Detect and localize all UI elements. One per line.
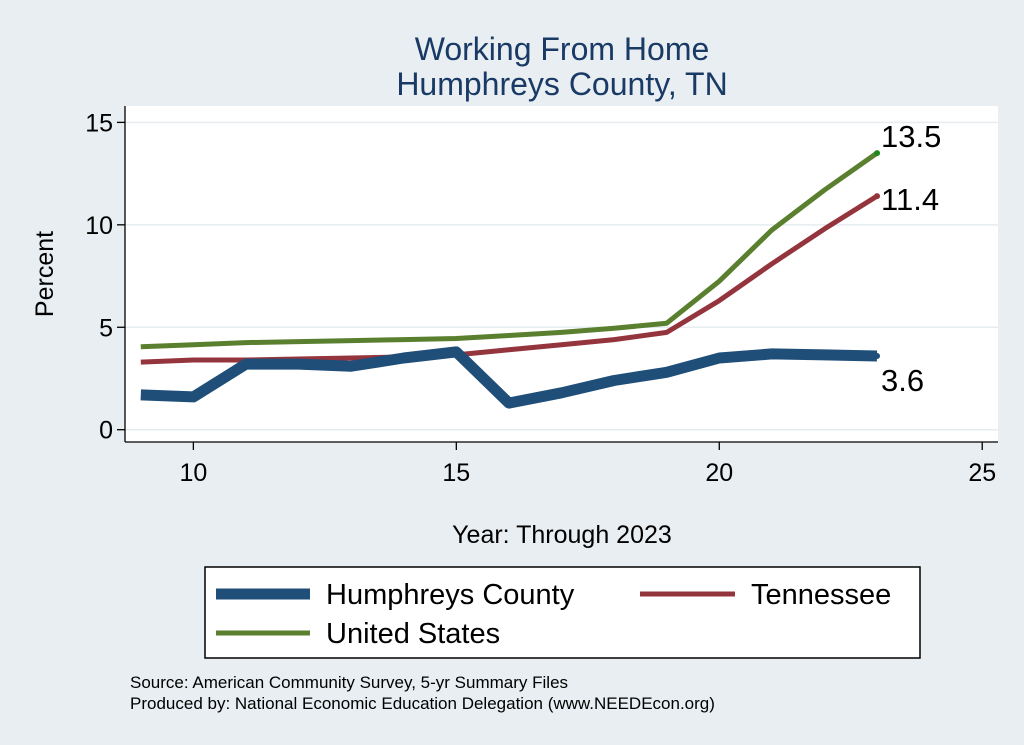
legend-label: United States <box>326 618 500 650</box>
plot-area <box>125 106 998 442</box>
legend-box <box>204 566 921 659</box>
series-end-point <box>874 193 881 200</box>
source-note: Source: American Community Survey, 5-yr … <box>130 673 568 692</box>
legend: Humphreys County Tennessee United States <box>204 566 921 659</box>
end-label: 11.4 <box>881 182 939 217</box>
x-axis-title: Year: Through 2023 <box>452 521 672 549</box>
axes: 0 5 10 15 10 15 20 25 <box>85 106 998 487</box>
series-line-united-states <box>140 151 879 350</box>
y-tick-label: 0 <box>99 417 113 445</box>
producer-note: Produced by: National Economic Education… <box>130 694 715 713</box>
series-layer <box>140 150 881 409</box>
end-label: 3.6 <box>881 363 924 398</box>
series-end-point <box>874 150 881 157</box>
legend-label: Tennessee <box>751 579 891 611</box>
end-labels: 3.6 11.4 13.5 <box>881 119 941 398</box>
chart-subtitle: Humphreys County, TN <box>396 66 727 102</box>
chart-title: Working From Home <box>415 31 710 67</box>
series-line-humphreys-county <box>140 346 878 409</box>
legend-label: Humphreys County <box>326 579 575 611</box>
y-tick-label: 5 <box>99 314 113 342</box>
x-tick-label: 25 <box>968 459 996 487</box>
y-tick-label: 15 <box>85 109 113 137</box>
end-label: 13.5 <box>881 119 941 154</box>
series-end-point <box>874 352 881 359</box>
grid-lines <box>125 121 998 431</box>
x-tick-label: 15 <box>442 459 470 487</box>
y-axis-title: Percent <box>31 231 59 317</box>
y-tick-label: 10 <box>85 212 113 240</box>
x-tick-label: 10 <box>179 459 207 487</box>
x-tick-label: 20 <box>705 459 733 487</box>
